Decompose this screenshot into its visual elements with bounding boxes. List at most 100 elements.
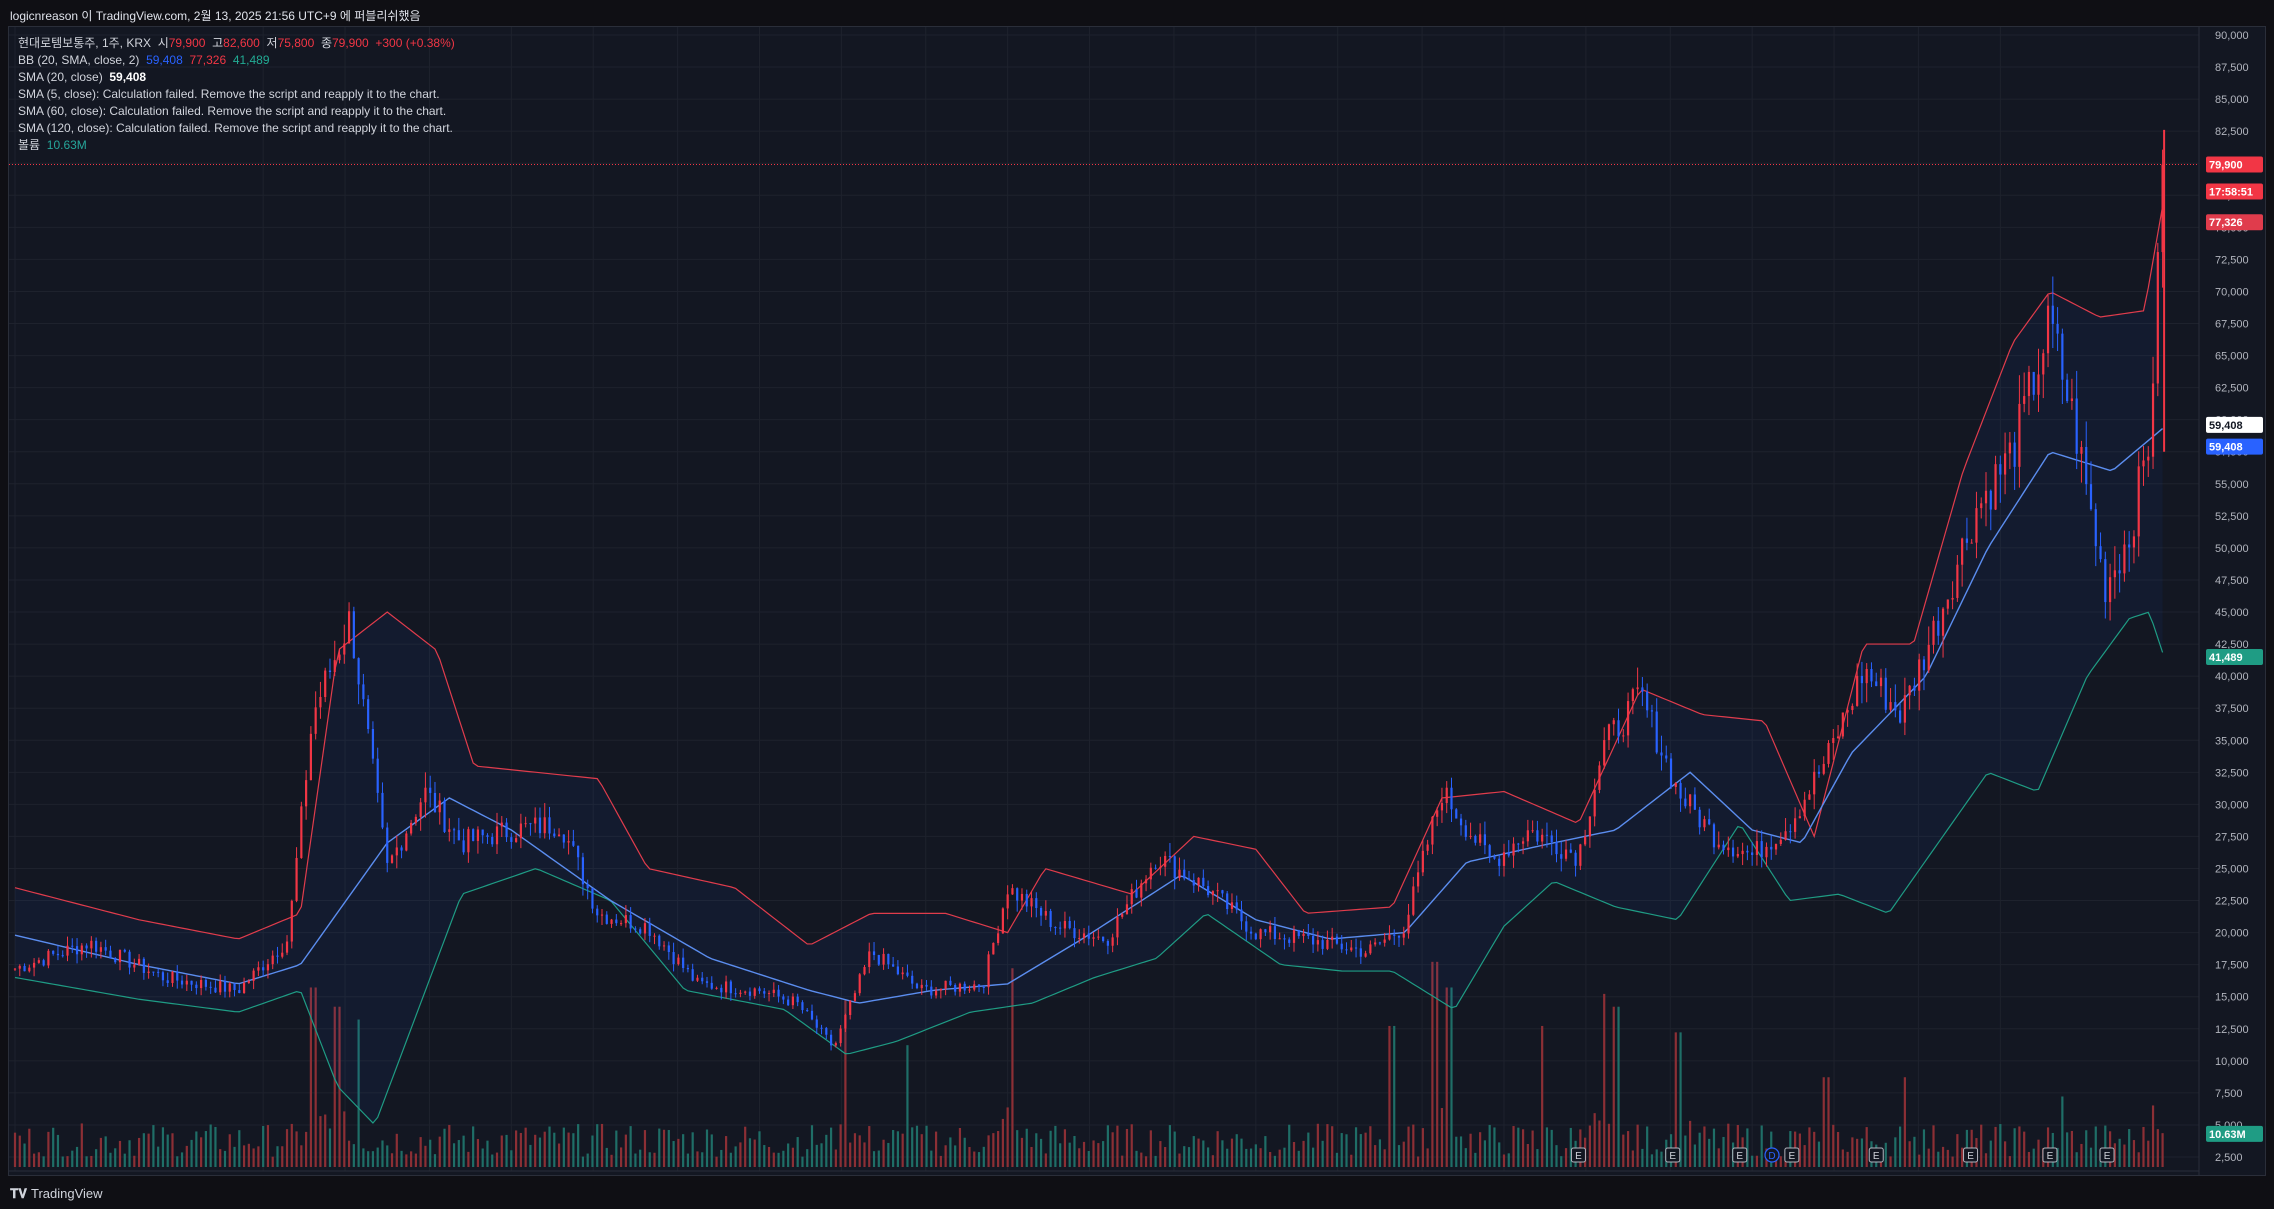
- volume-bar: [777, 1152, 780, 1167]
- candle-body: [1879, 677, 1883, 687]
- candle-body: [1875, 681, 1878, 687]
- candle-body: [777, 989, 780, 997]
- candle-body: [1030, 898, 1033, 907]
- earnings-marker: [1868, 1147, 1884, 1163]
- candle-body: [1187, 878, 1191, 881]
- legend-bb[interactable]: BB (20, SMA, close, 2) 59,408 77,326 41,…: [18, 52, 455, 69]
- volume-bar: [787, 1143, 790, 1167]
- volume-bar: [1502, 1154, 1506, 1167]
- candle-body: [1125, 904, 1129, 915]
- candle-body: [338, 654, 341, 661]
- volume-bar: [395, 1133, 398, 1167]
- candle-body: [476, 829, 480, 841]
- volume-bar: [1813, 1131, 1816, 1167]
- volume-bar: [2056, 1147, 2059, 1167]
- volume-bar: [624, 1134, 627, 1167]
- candle-body: [1755, 841, 1759, 856]
- legend-sma20[interactable]: SMA (20, close) 59,408: [18, 69, 455, 86]
- volume-bar: [1803, 1145, 1806, 1167]
- candle-body: [1035, 898, 1038, 908]
- candle-body: [1464, 825, 1467, 837]
- volume-bar: [834, 1149, 837, 1167]
- candle-body: [257, 967, 260, 971]
- legend-volume[interactable]: 볼륨 10.63M: [18, 137, 455, 154]
- volume-bar: [1474, 1152, 1477, 1167]
- volume-bar: [710, 1134, 713, 1167]
- candle-body: [1970, 542, 1973, 544]
- volume-bar: [1498, 1142, 1501, 1167]
- volume-bar: [982, 1146, 985, 1167]
- candle-body: [739, 992, 742, 994]
- volume-bar: [729, 1152, 732, 1167]
- candle-body: [1135, 889, 1138, 898]
- volume-bar: [2089, 1147, 2093, 1167]
- legend-sma120[interactable]: SMA (120, close): Calculation failed. Re…: [18, 121, 453, 135]
- candle-body: [1059, 927, 1062, 929]
- volume-bar: [195, 1131, 198, 1167]
- volume-bar: [1202, 1140, 1205, 1167]
- volume-bar: [1455, 1136, 1458, 1167]
- candle-body: [347, 611, 351, 644]
- candle-body: [672, 952, 675, 965]
- volume-bar: [2147, 1140, 2150, 1167]
- volume-bar: [99, 1137, 103, 1167]
- chart-panel[interactable]: 현대로템보통주, 1주, KRX 시79,900 고82,600 저75,800…: [8, 26, 2266, 1176]
- volume-bar: [1111, 1132, 1114, 1167]
- tradingview-logo[interactable]: 𝐓𝐕 TradingView: [10, 1186, 103, 1202]
- candle-body: [562, 834, 565, 843]
- candle-body: [242, 982, 246, 994]
- candle-body: [1626, 701, 1630, 736]
- volume-bar: [352, 1144, 355, 1167]
- volume-bar: [705, 1129, 709, 1167]
- volume-bar: [1846, 1151, 1849, 1167]
- volume-bar: [1025, 1128, 1028, 1167]
- legend-ohlc[interactable]: 현대로템보통주, 1주, KRX 시79,900 고82,600 저75,800…: [18, 35, 455, 52]
- volume-bar: [123, 1153, 126, 1167]
- volume-bar: [114, 1148, 117, 1167]
- candle-body: [1249, 931, 1253, 934]
- candle-body: [1655, 711, 1658, 753]
- volume-bar: [634, 1153, 637, 1167]
- candle-body: [715, 987, 718, 989]
- event-label: D: [1768, 1151, 1775, 1162]
- y-tick-label: 40,000: [2215, 671, 2249, 683]
- candle-body: [80, 945, 83, 955]
- candle-body: [2018, 403, 2021, 467]
- volume-bar: [1646, 1126, 1649, 1167]
- volume-bar: [1388, 1025, 1391, 1167]
- candle-body: [567, 841, 570, 843]
- candle-body: [147, 971, 150, 973]
- volume-bar: [739, 1142, 742, 1167]
- candle-body: [1450, 787, 1453, 810]
- volume-bar: [553, 1132, 556, 1167]
- event-label: E: [1873, 1151, 1880, 1162]
- legend-sma5[interactable]: SMA (5, close): Calculation failed. Remo…: [18, 87, 440, 101]
- legend-open-label: 시: [157, 36, 169, 50]
- candle-body: [104, 947, 107, 951]
- volume-bar: [1899, 1126, 1902, 1167]
- volume-bar: [1121, 1155, 1124, 1167]
- candle-body: [1689, 794, 1692, 807]
- candle-body: [705, 981, 709, 983]
- volume-bar: [1827, 1077, 1830, 1167]
- legend-sma60[interactable]: SMA (60, close): Calculation failed. Rem…: [18, 104, 447, 118]
- volume-bar: [1207, 1147, 1210, 1167]
- volume-bar: [734, 1146, 737, 1167]
- candle-body: [629, 915, 632, 929]
- volume-bar: [667, 1130, 670, 1167]
- candle-body: [868, 951, 871, 968]
- volume-bar: [486, 1140, 489, 1167]
- candle-body: [744, 991, 747, 993]
- volume-bar: [1722, 1136, 1725, 1167]
- candle-body: [1426, 844, 1429, 851]
- y-tick-label: 30,000: [2215, 799, 2249, 811]
- candle-body: [1111, 937, 1114, 946]
- candle-body: [639, 929, 642, 934]
- volume-bar: [1956, 1134, 1959, 1167]
- volume-bar: [1335, 1152, 1339, 1167]
- volume-bar: [691, 1132, 694, 1167]
- candle-body: [166, 980, 169, 984]
- volume-bar: [190, 1139, 193, 1167]
- candle-body: [1211, 891, 1214, 896]
